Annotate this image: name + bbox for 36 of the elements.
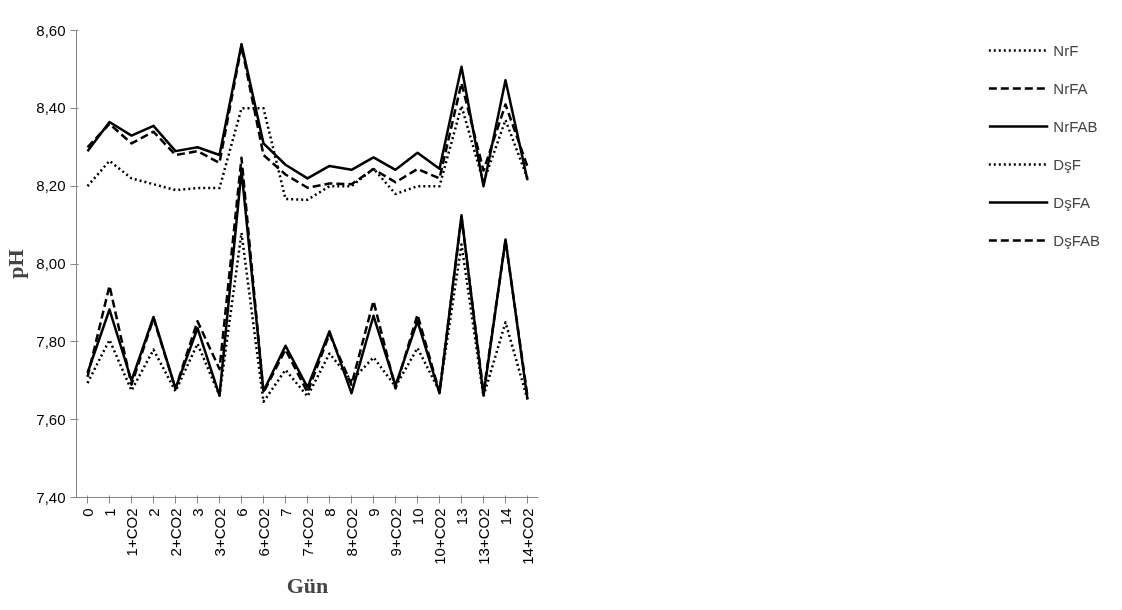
legend-label: DşFAB: [1053, 231, 1100, 249]
x-tick-label: 1+CO2: [123, 508, 140, 557]
y-tick-label: 8,20: [36, 177, 66, 195]
y-tick-label: 8,60: [36, 21, 66, 39]
x-tick-label: 14: [497, 508, 514, 526]
x-tick-label: 2: [145, 508, 162, 517]
x-tick-label: 9: [365, 508, 382, 517]
x-tick-label: 2+CO2: [167, 508, 184, 557]
legend-label: DşF: [1053, 155, 1081, 173]
x-tick-label: 9+CO2: [387, 508, 404, 557]
legend-label: NrF: [1053, 41, 1079, 59]
y-tick-label: 7,40: [36, 488, 66, 506]
x-tick-label: 13+CO2: [475, 508, 492, 565]
y-tick-label: 7,60: [36, 410, 66, 428]
x-tick-label: 3: [189, 508, 206, 517]
legend-label: DşFA: [1053, 193, 1090, 211]
legend-label: NrFA: [1053, 79, 1088, 97]
x-tick-label: 7+CO2: [299, 508, 316, 557]
y-tick-label: 8,40: [36, 99, 66, 117]
x-axis-title: Gün: [286, 572, 329, 598]
x-tick-label: 6+CO2: [255, 508, 272, 557]
y-tick-label: 8,00: [36, 255, 66, 272]
x-tick-label: 10: [409, 508, 426, 526]
x-tick-label: 10+CO2: [431, 508, 448, 565]
y-axis-title: pH: [3, 249, 29, 279]
x-tick-label: 8: [321, 508, 338, 517]
x-tick-label: 6: [233, 508, 250, 517]
x-tick-label: 7: [277, 508, 294, 517]
legend-label: NrFAB: [1053, 117, 1098, 135]
x-tick-label: 14+CO2: [519, 508, 536, 565]
x-tick-label: 3+CO2: [211, 508, 228, 557]
x-tick-label: 1: [101, 508, 118, 517]
x-tick-label: 0: [79, 508, 96, 517]
x-tick-label: 8+CO2: [343, 508, 360, 557]
y-tick-label: 7,80: [36, 332, 66, 350]
x-tick-label: 13: [453, 508, 470, 526]
